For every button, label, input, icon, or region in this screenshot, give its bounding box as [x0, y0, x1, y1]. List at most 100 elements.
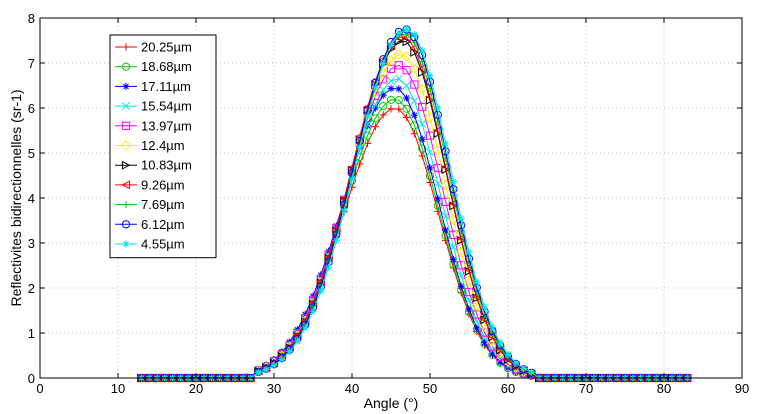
data-point [496, 355, 505, 364]
data-point [403, 94, 411, 102]
marker-circle [449, 184, 458, 194]
data-point [442, 154, 450, 162]
marker-star [481, 303, 489, 311]
data-point [402, 81, 411, 90]
data-point [402, 37, 412, 47]
data-point [393, 49, 405, 60]
marker-x [472, 317, 481, 325]
marker-star [488, 323, 496, 331]
marker-diamond [362, 110, 373, 122]
marker-circle [418, 144, 427, 153]
data-point [418, 119, 427, 128]
marker-star [403, 25, 411, 33]
y-tick-label: 8 [28, 11, 35, 26]
marker-star [270, 361, 278, 369]
marker-star [395, 85, 403, 93]
data-point [309, 307, 317, 315]
marker-star [371, 84, 379, 92]
marker-star [317, 287, 325, 295]
legend-item: 7.69µm [115, 197, 185, 212]
marker-star [520, 364, 528, 372]
data-point [488, 350, 496, 358]
data-point [270, 355, 278, 364]
data-point [416, 84, 428, 95]
legend-item: 18.68µm [115, 59, 192, 74]
data-point [402, 104, 411, 113]
marker-plus [442, 154, 450, 162]
legend-label: 20.25µm [141, 40, 192, 55]
marker-star [356, 143, 364, 151]
marker-star [418, 47, 426, 55]
data-point [424, 112, 436, 123]
marker-star [371, 104, 379, 112]
marker-star [403, 94, 411, 102]
marker-star [473, 278, 481, 286]
legend-box [109, 34, 217, 259]
marker-circle [121, 220, 131, 229]
x-tick-label: 30 [267, 381, 281, 396]
marker-diamond [416, 84, 428, 95]
legend-label: 12.4µm [141, 138, 185, 153]
marker-triangle-right [394, 37, 404, 46]
marker-star [457, 214, 465, 222]
marker-plus [122, 43, 130, 51]
data-point [512, 359, 520, 367]
data-point [394, 96, 403, 105]
marker-diamond [479, 320, 490, 332]
legend-label: 18.68µm [141, 59, 192, 74]
legend-item: 10.83µm [115, 158, 192, 173]
data-point [403, 25, 411, 33]
marker-plus [403, 113, 411, 122]
data-point [394, 74, 403, 83]
data-point [465, 305, 473, 313]
marker-star [488, 350, 496, 358]
marker-square [418, 102, 427, 112]
data-point [394, 37, 404, 46]
marker-triangle-right [402, 37, 412, 47]
data-point [481, 303, 489, 311]
marker-star [379, 91, 387, 99]
legend-marker [121, 62, 131, 71]
marker-circle [394, 96, 403, 105]
marker-star [293, 337, 301, 345]
marker-square [402, 66, 411, 75]
legend-item: 6.12µm [115, 217, 185, 232]
legend-label: 13.97µm [141, 118, 192, 133]
data-point [433, 179, 442, 188]
marker-diamond [424, 112, 436, 123]
data-point [385, 54, 397, 66]
marker-star [449, 256, 457, 264]
data-point [379, 102, 388, 111]
marker-star [481, 339, 489, 347]
data-point [362, 110, 373, 122]
marker-star [332, 236, 340, 244]
data-point [410, 97, 419, 105]
x-tick-label: 80 [657, 381, 671, 396]
marker-plus [122, 201, 130, 209]
y-tick-label: 1 [28, 326, 35, 341]
marker-star [301, 324, 309, 332]
legend-item: 12.4µm [115, 138, 185, 153]
marker-diamond [385, 54, 397, 66]
marker-star [270, 355, 278, 364]
data-point [395, 105, 403, 113]
legend-marker [121, 160, 131, 170]
marker-star [278, 355, 286, 364]
marker-square [379, 75, 388, 84]
legend-label: 10.83µm [141, 158, 192, 173]
marker-triangle-left [472, 292, 481, 302]
marker-plus [379, 111, 387, 119]
data-point [418, 102, 427, 112]
data-point [426, 72, 434, 80]
data-point [410, 31, 418, 39]
data-point [473, 324, 481, 332]
legend-marker [122, 201, 130, 209]
marker-star [496, 358, 504, 366]
marker-star [122, 240, 130, 248]
x-tick-label: 40 [345, 381, 359, 396]
marker-plus [371, 123, 379, 131]
data-point [254, 368, 262, 377]
data-point [472, 317, 481, 325]
marker-star [262, 365, 270, 374]
data-point [465, 248, 473, 256]
